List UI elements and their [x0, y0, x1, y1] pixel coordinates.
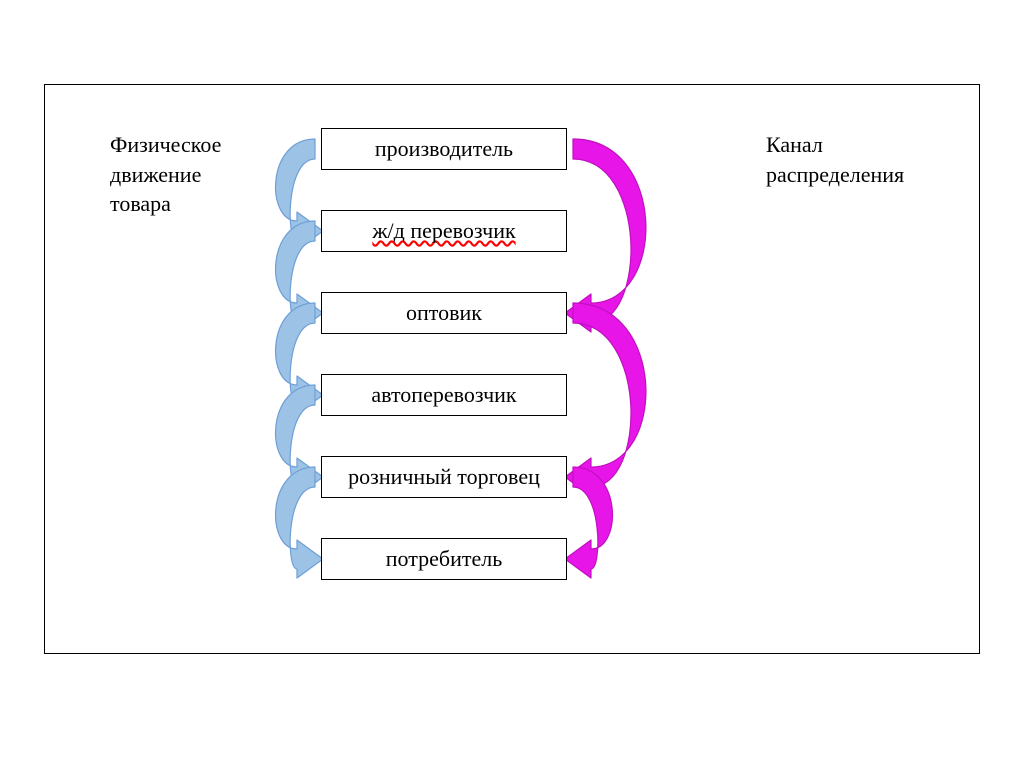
node-label: розничный торговец [348, 464, 540, 490]
node-label: производитель [375, 136, 513, 162]
node-label: оптовик [406, 300, 482, 326]
node-label: ж/д перевозчик [372, 218, 515, 244]
left-caption-line: Физическое [110, 130, 221, 160]
right-caption-line: Канал [766, 130, 904, 160]
node-consumer: потребитель [321, 538, 567, 580]
left-caption-line: товара [110, 189, 221, 219]
node-retailer: розничный торговец [321, 456, 567, 498]
node-label: потребитель [386, 546, 503, 572]
left-caption-line: движение [110, 160, 221, 190]
node-rail: ж/д перевозчик [321, 210, 567, 252]
node-producer: производитель [321, 128, 567, 170]
left-caption: Физическое движение товара [110, 130, 221, 219]
node-truck: автоперевозчик [321, 374, 567, 416]
right-caption: Канал распределения [766, 130, 904, 189]
node-label: автоперевозчик [371, 382, 516, 408]
right-caption-line: распределения [766, 160, 904, 190]
node-wholesaler: оптовик [321, 292, 567, 334]
